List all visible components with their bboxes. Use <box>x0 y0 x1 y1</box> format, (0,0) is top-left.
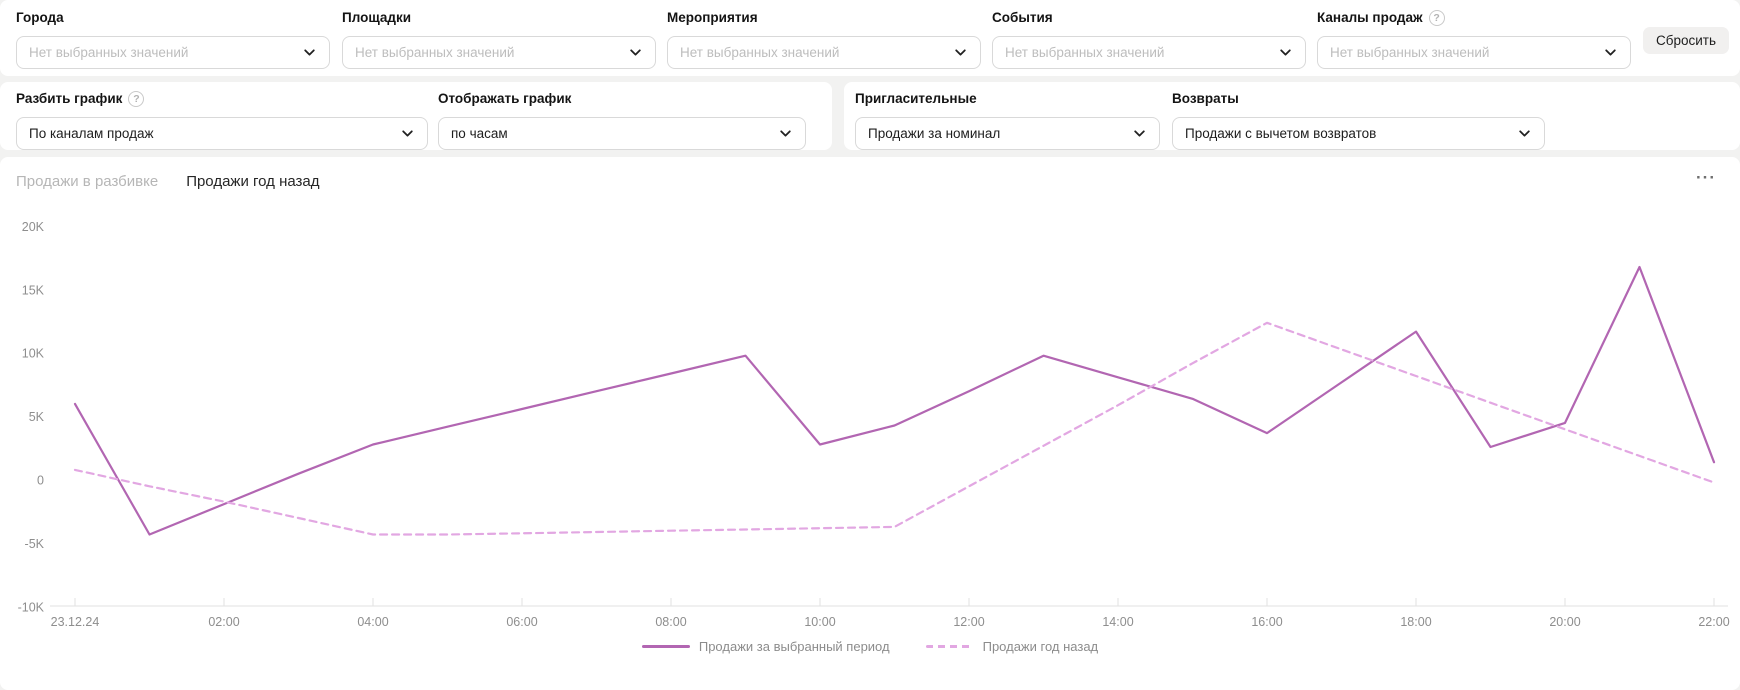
y-tick-label: -5K <box>25 537 45 551</box>
split-chart-label-text: Разбить график <box>16 91 123 106</box>
filter-group-venues: Площадки Нет выбранных значений <box>342 9 656 69</box>
chevron-down-icon <box>400 126 415 141</box>
returns-dropdown-value: Продажи с вычетом возвратов <box>1185 126 1377 141</box>
solid-line-sample <box>641 645 690 648</box>
filter-group-sales-channels: Каналы продаж? Нет выбранных значений <box>1317 9 1631 69</box>
x-tick-label: 08:00 <box>655 615 686 629</box>
question-mark-icon[interactable]: ? <box>128 90 145 107</box>
more-menu-button[interactable]: ··· <box>1696 168 1716 187</box>
y-tick-label: 5K <box>29 410 45 424</box>
chart-controls-card: Разбить график? По каналам продаж Отобра… <box>0 82 832 150</box>
sales-channels-dropdown[interactable]: Нет выбранных значений <box>1317 36 1631 69</box>
sales-line-chart: 23.12.24 02:00 04:00 06:00 08:00 10:00 12:00 14… <box>18 220 1730 629</box>
split-chart-dropdown-value: По каналам продаж <box>29 126 154 141</box>
activities-dropdown-placeholder: Нет выбранных значений <box>680 45 840 60</box>
sales-channels-label-text: Каналы продаж <box>1317 10 1423 25</box>
x-tick-label: 02:00 <box>208 615 239 629</box>
series-year-ago-line <box>73 321 1716 536</box>
chart-tabs: Продажи в разбивке Продажи год назад <box>16 173 320 190</box>
chart-legend: Продажи за выбранный период Продажи год … <box>0 639 1740 654</box>
chevron-down-icon <box>302 45 317 60</box>
returns-dropdown[interactable]: Продажи с вычетом возвратов <box>1172 117 1545 150</box>
sales-options-card: Пригласительные Продажи за номинал Возвр… <box>844 82 1740 150</box>
chevron-down-icon <box>1517 126 1532 141</box>
display-mode-label: Отображать график <box>438 91 572 106</box>
venues-label: Площадки <box>342 10 412 25</box>
invitations-control: Пригласительные Продажи за номинал <box>855 90 1160 150</box>
legend-item-current-period[interactable]: Продажи за выбранный период <box>641 639 890 654</box>
x-tick-label: 20:00 <box>1549 615 1580 629</box>
venues-dropdown[interactable]: Нет выбранных значений <box>342 36 656 69</box>
series-current-period-line <box>73 265 1716 536</box>
events-dropdown[interactable]: Нет выбранных значений <box>992 36 1306 69</box>
question-mark-icon[interactable]: ? <box>1428 9 1445 26</box>
y-tick-label: 10K <box>22 347 45 361</box>
cities-label: Города <box>16 10 64 25</box>
sales-channels-label: Каналы продаж? <box>1317 9 1445 26</box>
legend-label-year-ago: Продажи год назад <box>982 639 1099 654</box>
filter-group-cities: Города Нет выбранных значений <box>16 9 330 69</box>
activities-dropdown[interactable]: Нет выбранных значений <box>667 36 981 69</box>
tab-sales-year-ago[interactable]: Продажи год назад <box>186 173 320 190</box>
x-tick-label: 06:00 <box>506 615 537 629</box>
x-tick-label: 23.12.24 <box>51 615 100 629</box>
x-tick-label: 14:00 <box>1102 615 1133 629</box>
chevron-down-icon <box>1278 45 1293 60</box>
x-tick-label: 04:00 <box>357 615 388 629</box>
venues-dropdown-placeholder: Нет выбранных значений <box>355 45 515 60</box>
returns-label: Возвраты <box>1172 91 1239 106</box>
chevron-down-icon <box>1132 126 1147 141</box>
reset-button[interactable]: Сбросить <box>1642 27 1729 54</box>
display-mode-dropdown-value: по часам <box>451 126 508 141</box>
activities-label: Мероприятия <box>667 10 758 25</box>
invitations-dropdown[interactable]: Продажи за номинал <box>855 117 1160 150</box>
filter-bar: Города Нет выбранных значений Площадки Н… <box>0 0 1740 76</box>
filter-group-events: События Нет выбранных значений <box>992 9 1306 69</box>
tab-sales-breakdown[interactable]: Продажи в разбивке <box>16 173 159 190</box>
y-tick-label: -10K <box>18 600 45 614</box>
split-chart-control: Разбить график? По каналам продаж <box>16 90 428 150</box>
events-dropdown-placeholder: Нет выбранных значений <box>1005 45 1165 60</box>
display-mode-control: Отображать график по часам <box>438 90 806 150</box>
split-chart-label: Разбить график? <box>16 90 145 107</box>
split-chart-dropdown[interactable]: По каналам продаж <box>16 117 428 150</box>
y-tick-label: 20K <box>22 220 45 234</box>
dashed-line-sample <box>925 645 974 648</box>
display-mode-dropdown[interactable]: по часам <box>438 117 806 150</box>
y-tick-label: 15K <box>22 283 45 297</box>
cities-dropdown-placeholder: Нет выбранных значений <box>29 45 189 60</box>
chevron-down-icon <box>778 126 793 141</box>
chevron-down-icon <box>1603 45 1618 60</box>
invitations-label: Пригласительные <box>855 91 977 106</box>
legend-item-year-ago[interactable]: Продажи год назад <box>925 639 1099 654</box>
sales-channels-dropdown-placeholder: Нет выбранных значений <box>1330 45 1490 60</box>
chevron-down-icon <box>628 45 643 60</box>
chevron-down-icon <box>953 45 968 60</box>
cities-dropdown[interactable]: Нет выбранных значений <box>16 36 330 69</box>
chart-card: Продажи в разбивке Продажи год назад ···… <box>0 157 1740 690</box>
x-tick-label: 12:00 <box>953 615 984 629</box>
legend-label-current-period: Продажи за выбранный период <box>698 639 890 654</box>
invitations-dropdown-value: Продажи за номинал <box>868 126 1001 141</box>
x-tick-label: 18:00 <box>1400 615 1431 629</box>
x-tick-label: 16:00 <box>1251 615 1282 629</box>
events-label: События <box>992 10 1053 25</box>
returns-control: Возвраты Продажи с вычетом возвратов <box>1172 90 1545 150</box>
y-tick-label: 0 <box>37 474 44 488</box>
x-tick-label: 10:00 <box>804 615 835 629</box>
x-tick-label: 22:00 <box>1698 615 1729 629</box>
filter-group-activities: Мероприятия Нет выбранных значений <box>667 9 981 69</box>
